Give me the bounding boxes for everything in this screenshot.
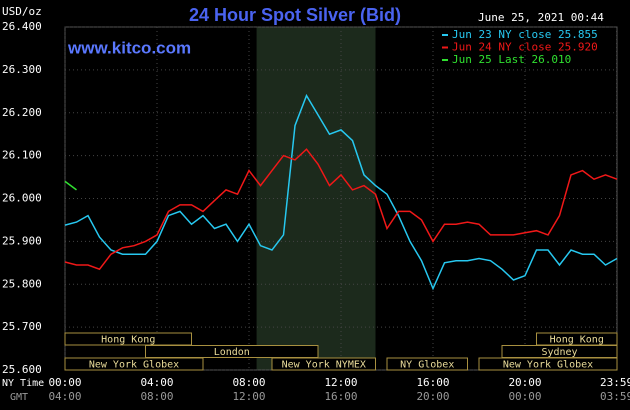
y-tick-label: 26.300 bbox=[2, 63, 42, 76]
y-tick-label: 26.100 bbox=[2, 149, 42, 162]
x2-tick-label: 12:00 bbox=[232, 390, 265, 403]
chart-title: 24 Hour Spot Silver (Bid) bbox=[189, 5, 401, 25]
series-line bbox=[64, 93, 618, 291]
session-label: NY Globex bbox=[400, 360, 454, 371]
session-box bbox=[64, 357, 204, 371]
source: www.kitco.com bbox=[67, 38, 191, 57]
session-label: New York Globex bbox=[89, 360, 179, 371]
x2-tick-label: 16:00 bbox=[324, 390, 357, 403]
session-label: London bbox=[214, 347, 250, 358]
y-tick-label: 25.600 bbox=[2, 363, 42, 376]
shaded-band bbox=[256, 27, 376, 370]
timestamp: June 25, 2021 00:44 bbox=[478, 11, 604, 24]
session-label: Sydney bbox=[541, 347, 577, 358]
y-tick-label: 26.200 bbox=[2, 106, 42, 119]
x-tick-label: 12:00 bbox=[324, 376, 357, 389]
x-tick-label: 00:00 bbox=[48, 376, 81, 389]
x-tick-label: 16:00 bbox=[416, 376, 449, 389]
x2-tick-label: 08:00 bbox=[140, 390, 173, 403]
y-tick-label: 26.000 bbox=[2, 192, 42, 205]
y-tick-label: 26.400 bbox=[2, 20, 42, 33]
y-tick-label: 25.700 bbox=[2, 320, 42, 333]
x2-tick-label: 00:00 bbox=[508, 390, 541, 403]
x-tick-label: 04:00 bbox=[140, 376, 173, 389]
x2-row-label: GMT bbox=[10, 392, 28, 403]
legend-entry: Jun 24 NY close 25.920 bbox=[452, 41, 598, 54]
session-label: New York Globex bbox=[503, 360, 593, 371]
x2-tick-label: 03:59 bbox=[600, 390, 630, 403]
session-label: New York NYMEX bbox=[282, 360, 366, 371]
y-tick-label: 25.900 bbox=[2, 234, 42, 247]
session-box bbox=[478, 357, 618, 371]
session-box bbox=[145, 345, 319, 358]
legend-entry: Jun 25 Last 26.010 bbox=[452, 53, 571, 66]
session-box bbox=[271, 357, 376, 371]
series-line bbox=[64, 180, 77, 191]
y-axis-label: USD/oz bbox=[2, 5, 42, 18]
legend-entry: Jun 23 NY close 25.855 bbox=[452, 28, 598, 41]
session-label: Hong Kong bbox=[550, 335, 604, 346]
x-tick-label: 08:00 bbox=[232, 376, 265, 389]
x2-tick-label: 04:00 bbox=[48, 390, 81, 403]
session-label: Hong Kong bbox=[101, 335, 155, 346]
x2-tick-label: 20:00 bbox=[416, 390, 449, 403]
session-box bbox=[64, 332, 192, 346]
x-row-label: NY Time bbox=[2, 378, 44, 389]
session-box bbox=[386, 357, 468, 371]
y-tick-label: 25.800 bbox=[2, 277, 42, 290]
series-line bbox=[64, 148, 618, 271]
x-tick-label: 20:00 bbox=[508, 376, 541, 389]
x-tick-label: 23:59 bbox=[600, 376, 630, 389]
